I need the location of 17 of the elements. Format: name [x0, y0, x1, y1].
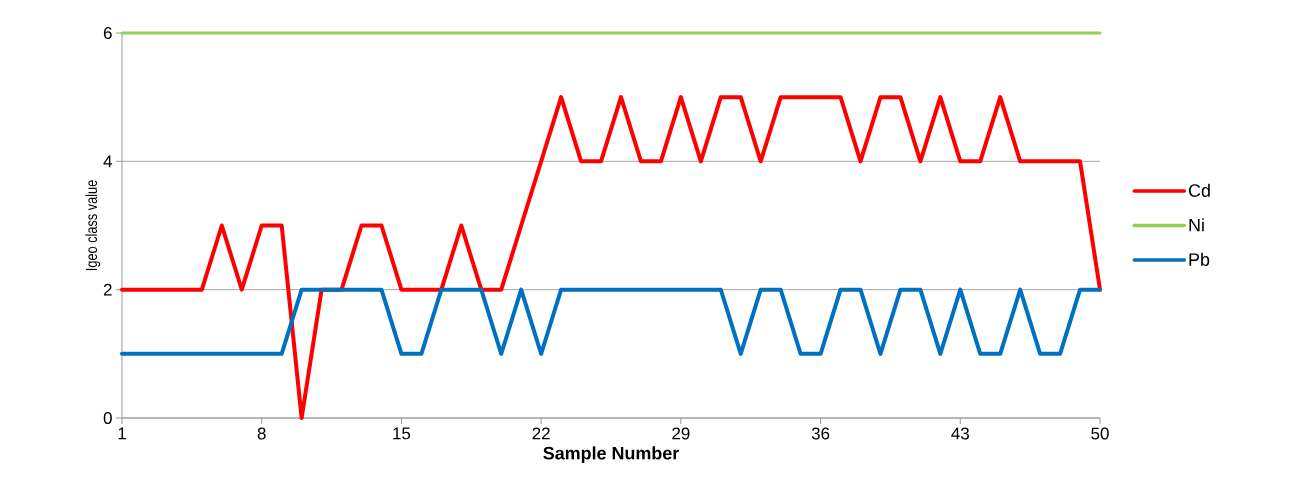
y-tick-label: 6: [103, 27, 112, 40]
x-tick-label: 22: [532, 427, 550, 440]
x-axis-title: Sample Number: [543, 446, 679, 464]
legend-label: Ni: [1189, 218, 1204, 232]
x-tick-label: 43: [951, 427, 969, 440]
x-tick-label: 15: [393, 427, 411, 440]
legend-label: Cd: [1188, 183, 1210, 197]
y-tick-label: 0: [103, 412, 112, 424]
x-tick-label: 36: [811, 427, 830, 440]
y-axis-title: Igeo class value: [85, 180, 101, 271]
y-tick-label: 4: [103, 155, 112, 168]
legend-label: Pb: [1189, 252, 1210, 266]
x-tick-label: 29: [672, 427, 690, 440]
x-tick-label: 8: [257, 427, 266, 440]
x-tick-label: 50: [1091, 427, 1109, 440]
y-tick-label: 2: [103, 283, 112, 296]
x-tick-label: 1: [118, 427, 126, 440]
